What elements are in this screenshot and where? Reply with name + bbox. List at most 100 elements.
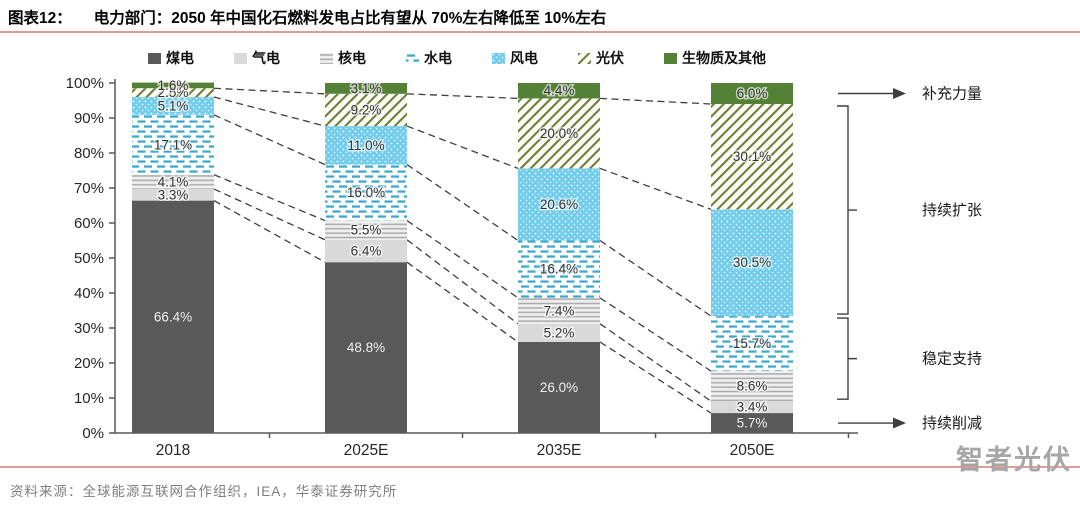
y-axis-label: 80% xyxy=(74,145,104,162)
legend-item: 气电 xyxy=(234,48,280,68)
segment-label: 3.1% xyxy=(351,81,382,96)
footer-divider xyxy=(0,466,1080,468)
segment-label: 4.4% xyxy=(544,83,575,98)
bar-segment xyxy=(518,342,600,433)
x-axis-label: 2050E xyxy=(730,442,775,459)
segment-label: 5.7% xyxy=(737,416,768,431)
annotation-label: 持续扩张 xyxy=(922,202,982,219)
arrowhead-icon xyxy=(893,417,906,429)
bar-segment xyxy=(132,114,214,175)
y-axis-label: 100% xyxy=(66,75,104,92)
x-axis-label: 2018 xyxy=(156,442,190,459)
segment-label: 7.4% xyxy=(544,303,575,318)
x-axis-labels: 2018 2025E 2035E 2050E xyxy=(156,442,775,459)
segment-label: 16.0% xyxy=(347,185,385,200)
legend-swatch-icon xyxy=(320,52,333,64)
annotation-label: 持续削减 xyxy=(922,415,982,432)
legend-item: 水电 xyxy=(406,48,452,68)
segment-label: 17.1% xyxy=(154,137,192,152)
segment-label: 30.1% xyxy=(733,149,771,164)
bar-segment xyxy=(711,371,793,402)
title-divider xyxy=(0,31,1080,33)
bar-segment xyxy=(518,98,600,169)
y-axis-label: 90% xyxy=(74,110,104,127)
annotation-bracket xyxy=(837,105,857,315)
bar-segment xyxy=(132,88,214,98)
bars: 66.4% 48.8% 26.0% 5.7% 3.3% 6.4% 5.2% 3.4% 4.1% 5… xyxy=(132,76,793,433)
segment-label: 3.4% xyxy=(737,400,768,415)
legend-item: 生物质及其他 xyxy=(664,48,766,68)
segment-label: 6.4% xyxy=(351,244,382,259)
y-axis-label: 30% xyxy=(74,320,104,337)
bar-segment xyxy=(711,413,793,433)
y-axis-label: 40% xyxy=(74,285,104,302)
bar-segment xyxy=(711,104,793,210)
annotation-bracket xyxy=(837,317,857,400)
segment-label: 9.2% xyxy=(351,103,382,118)
segment-label: 16.4% xyxy=(540,262,578,277)
y-axis-label: 60% xyxy=(74,215,104,232)
segment-label: 20.0% xyxy=(540,126,578,141)
segment-label: 20.6% xyxy=(540,197,578,212)
bar-segment xyxy=(518,297,600,324)
segment-label: 30.5% xyxy=(733,255,771,270)
figure-header: 图表12： 电力部门：2050 年中国化石燃料发电占比有望从 70%左右降低至 1… xyxy=(8,6,606,28)
legend-swatch-icon xyxy=(406,52,419,64)
legend-item: 核电 xyxy=(320,48,366,68)
bar-segment xyxy=(711,209,793,317)
legend-item: 风电 xyxy=(492,48,538,68)
legend-label: 生物质及其他 xyxy=(682,50,766,66)
x-axis-label: 2035E xyxy=(537,442,582,459)
legend-item: 光伏 xyxy=(578,48,624,68)
axes xyxy=(109,79,858,438)
bar-segment xyxy=(711,316,793,372)
stacked-bar-chart: 66.4% 48.8% 26.0% 5.7% 3.3% 6.4% 5.2% 3.4% 4.1% 5… xyxy=(66,75,982,459)
segment-label: 3.3% xyxy=(158,187,189,202)
segment-label: 26.0% xyxy=(540,380,578,395)
bar-segment xyxy=(325,220,407,240)
y-axis-label: 50% xyxy=(74,250,104,267)
annotation-label: 补充力量 xyxy=(922,86,982,103)
bar-segment xyxy=(132,82,214,89)
connector-lines xyxy=(213,87,712,414)
figure-title: 电力部门：2050 年中国化石燃料发电占比有望从 70%左右降低至 10%左右 xyxy=(93,10,607,27)
annotations xyxy=(837,88,906,429)
legend-swatch-icon xyxy=(578,52,591,64)
bar-segment xyxy=(132,174,214,190)
legend-label: 风电 xyxy=(510,50,538,66)
bar-segment xyxy=(518,83,600,99)
legend-swatch-icon xyxy=(664,52,677,64)
segment-label: 66.4% xyxy=(154,309,192,324)
legend-swatch-icon xyxy=(492,52,505,64)
bar-segment xyxy=(325,126,407,165)
figure-tag: 图表12： xyxy=(8,10,72,27)
segment-label: 5.1% xyxy=(158,98,189,113)
segment-label: 4.1% xyxy=(158,174,189,189)
segment-label: 8.6% xyxy=(737,379,768,394)
legend-label: 核电 xyxy=(338,50,366,66)
segment-label: 11.0% xyxy=(347,138,384,153)
bar-segment xyxy=(325,239,407,263)
bar-segment xyxy=(711,83,793,104)
y-axis-label: 70% xyxy=(74,180,104,197)
legend-label: 气电 xyxy=(252,50,280,66)
x-axis-label: 2025E xyxy=(344,442,389,459)
segment-label: 15.7% xyxy=(733,336,771,351)
bar-segment xyxy=(518,168,600,241)
segment-label: 2.5% xyxy=(158,85,189,100)
y-axis-label: 0% xyxy=(82,425,104,442)
bar-segment xyxy=(518,240,600,298)
bar-segment xyxy=(325,164,407,221)
legend-item: 煤电 xyxy=(148,48,194,68)
segment-label: 1.6% xyxy=(158,78,189,93)
bar-segment xyxy=(132,189,214,201)
bar-segment xyxy=(325,262,407,433)
y-axis-label: 20% xyxy=(74,355,104,372)
segment-label: 48.8% xyxy=(347,340,385,355)
legend-label: 水电 xyxy=(424,50,452,66)
segment-label: 6.0% xyxy=(737,86,768,101)
bar-segment xyxy=(711,401,793,413)
bar-segment xyxy=(325,93,407,127)
